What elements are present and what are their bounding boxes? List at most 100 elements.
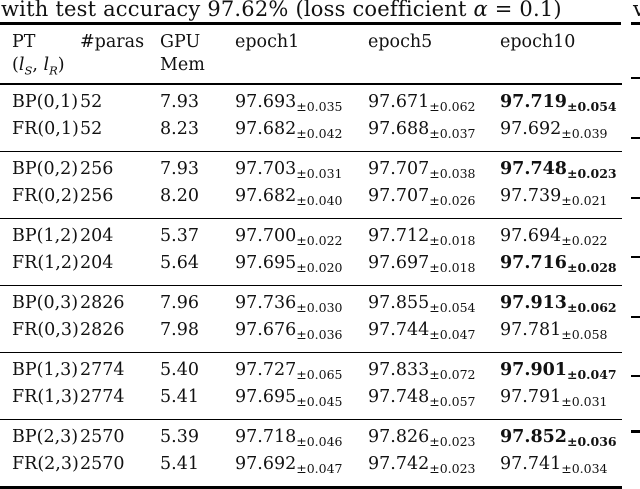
table-group: BP(0,2) 256 7.93 97.703±0.031 97.707±0.038 97… [0, 151, 622, 218]
cell-epoch10: 97.741±0.034 [500, 453, 608, 476]
cell-gpu: 7.93 [160, 91, 199, 112]
table-row: FR(2,3) 2570 5.41 97.692±0.047 97.742±0.023 9… [0, 453, 622, 488]
table-row: FR(0,2) 256 8.20 97.682±0.040 97.707±0.026 97… [0, 185, 622, 219]
cell-epoch1: 97.695±0.045 [235, 386, 343, 409]
table-row: FR(0,3) 2826 7.98 97.676±0.036 97.744±0.047 9… [0, 319, 622, 353]
cell-epoch5: 97.707±0.026 [368, 185, 476, 208]
cell-gpu: 7.98 [160, 319, 199, 340]
header-epoch5: epoch5 [368, 32, 433, 52]
table-row: BP(1,2) 204 5.37 97.700±0.022 97.712±0.018 97… [0, 218, 622, 252]
table-row: BP(1,3) 2774 5.40 97.727±0.065 97.833±0.072 9… [0, 352, 622, 386]
cell-epoch1: 97.676±0.036 [235, 319, 343, 342]
cell-epoch10: 97.901±0.047 [500, 359, 617, 382]
cell-epoch1: 97.700±0.022 [235, 225, 343, 248]
cell-epoch10: 97.692±0.039 [500, 118, 608, 141]
table-group: BP(1,3) 2774 5.40 97.727±0.065 97.833±0.072 9… [0, 352, 622, 419]
cell-epoch10: 97.781±0.058 [500, 319, 608, 342]
cell-gpu: 5.37 [160, 225, 199, 246]
cell-epoch10: 97.694±0.022 [500, 225, 608, 248]
table-row: BP(0,2) 256 7.93 97.703±0.031 97.707±0.038 97… [0, 151, 622, 185]
cell-gpu: 7.93 [160, 158, 199, 179]
cell-epoch5: 97.742±0.023 [368, 453, 476, 476]
caption-value: = 0.1) [487, 0, 562, 21]
cell-epoch1: 97.692±0.047 [235, 453, 343, 476]
cell-epoch5: 97.688±0.037 [368, 118, 476, 141]
cell-epoch10: 97.739±0.021 [500, 185, 608, 208]
cell-epoch10: 97.748±0.023 [500, 158, 617, 181]
cell-pt: FR(0,3) [12, 319, 79, 340]
table-header: PT #paras GPU epoch1 epoch5 epoch10 (lS,… [0, 27, 622, 84]
cell-pt: FR(0,2) [12, 185, 79, 206]
cell-epoch5: 97.712±0.018 [368, 225, 476, 248]
header-row-2: (lS, lR) Mem [0, 54, 622, 84]
top-rule [0, 22, 621, 25]
cell-epoch5: 97.748±0.057 [368, 386, 476, 409]
cell-gpu: 5.40 [160, 359, 199, 380]
cell-gpu: 5.41 [160, 386, 199, 407]
cell-epoch5: 97.833±0.072 [368, 359, 476, 382]
table-row: FR(1,3) 2774 5.41 97.695±0.045 97.748±0.057 9… [0, 386, 622, 420]
table-row: BP(0,3) 2826 7.96 97.736±0.030 97.855±0.054 9… [0, 285, 622, 319]
cell-epoch1: 97.682±0.042 [235, 118, 343, 141]
cell-pt: BP(0,2) [12, 158, 79, 179]
header-row-1: PT #paras GPU epoch1 epoch5 epoch10 [0, 27, 622, 54]
header-paras: #paras [80, 32, 145, 52]
caption-alpha-symbol: α [473, 0, 488, 21]
table-group: BP(0,3) 2826 7.96 97.736±0.030 97.855±0.054 9… [0, 285, 622, 352]
cell-paras: 2826 [80, 319, 125, 340]
cell-epoch1: 97.695±0.020 [235, 252, 343, 275]
table-group: BP(0,1) 52 7.93 97.693±0.035 97.671±0.062 97.… [0, 83, 622, 152]
cell-pt: BP(1,2) [12, 225, 79, 246]
cell-paras: 2826 [80, 292, 125, 313]
cell-pt: BP(0,1) [12, 91, 79, 112]
cell-gpu: 5.64 [160, 252, 199, 273]
neighbor-rule-fragment [631, 316, 640, 318]
cell-pt: BP(1,3) [12, 359, 79, 380]
cell-paras: 2774 [80, 359, 125, 380]
header-epoch1: epoch1 [235, 32, 300, 52]
cell-epoch10: 97.913±0.062 [500, 292, 617, 315]
cell-epoch5: 97.855±0.054 [368, 292, 476, 315]
cell-gpu: 8.23 [160, 118, 199, 139]
cell-pt: FR(2,3) [12, 453, 79, 474]
table-row: FR(0,1) 52 8.23 97.682±0.042 97.688±0.037 97.… [0, 118, 622, 152]
cell-epoch5: 97.697±0.018 [368, 252, 476, 275]
cell-epoch1: 97.682±0.040 [235, 185, 343, 208]
cell-epoch5: 97.744±0.047 [368, 319, 476, 342]
header-epoch10: epoch10 [500, 32, 576, 52]
header-gpu: GPU [160, 32, 201, 52]
cell-paras: 204 [80, 225, 114, 246]
header-pt-layers: (lS, lR) [12, 55, 65, 78]
cell-epoch1: 97.693±0.035 [235, 91, 343, 114]
cell-paras: 256 [80, 158, 114, 179]
results-table: PT #paras GPU epoch1 epoch5 epoch10 (lS,… [0, 27, 622, 489]
table-caption: with test accuracy 97.62% (loss coeffici… [1, 0, 562, 21]
neighbor-rule-fragment [631, 256, 640, 258]
cell-paras: 2774 [80, 386, 125, 407]
neighbor-rule-fragment [631, 22, 640, 25]
cell-epoch1: 97.736±0.030 [235, 292, 343, 315]
table-row: FR(1,2) 204 5.64 97.695±0.020 97.697±0.018 97… [0, 252, 622, 286]
neighbor-column-text-fragment: v [633, 0, 640, 21]
cell-epoch5: 97.707±0.038 [368, 158, 476, 181]
cell-paras: 52 [80, 91, 103, 112]
neighbor-rule-fragment [631, 137, 640, 139]
cell-epoch1: 97.727±0.065 [235, 359, 343, 382]
results-table-wrap: PT #paras GPU epoch1 epoch5 epoch10 (lS,… [0, 27, 622, 489]
cell-gpu: 5.41 [160, 453, 199, 474]
cell-pt: BP(0,3) [12, 292, 79, 313]
cell-pt: FR(1,3) [12, 386, 79, 407]
cell-pt: FR(1,2) [12, 252, 79, 273]
cell-paras: 256 [80, 185, 114, 206]
neighbor-rule-fragment [631, 197, 640, 199]
cell-paras: 204 [80, 252, 114, 273]
cell-epoch10: 97.716±0.028 [500, 252, 617, 275]
table-row: BP(0,1) 52 7.93 97.693±0.035 97.671±0.062 97.… [0, 84, 622, 118]
header-gpu-mem: Mem [160, 55, 205, 75]
cell-gpu: 8.20 [160, 185, 199, 206]
cell-gpu: 7.96 [160, 292, 199, 313]
caption-text: with test accuracy 97.62% (loss coeffici… [1, 0, 474, 21]
cell-pt: FR(0,1) [12, 118, 79, 139]
neighbor-rule-fragment [631, 430, 640, 433]
cell-epoch10: 97.719±0.054 [500, 91, 617, 114]
